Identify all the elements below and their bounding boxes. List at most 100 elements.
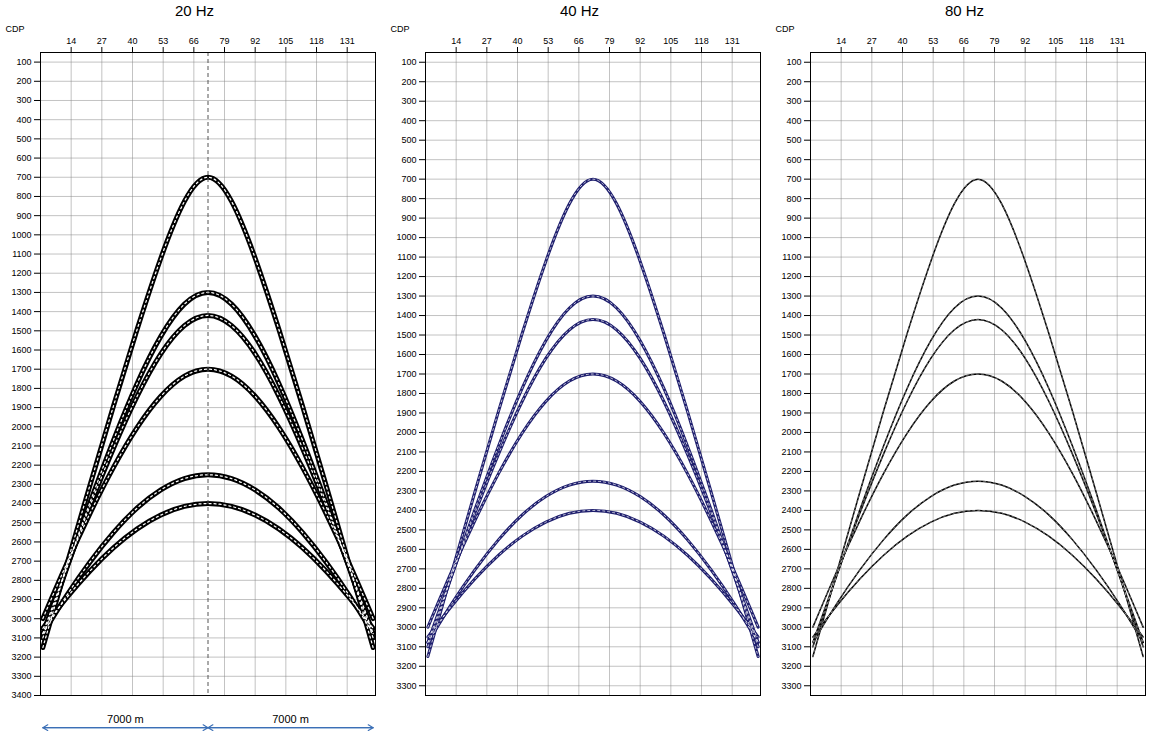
svg-text:1300: 1300 (396, 291, 416, 301)
svg-text:3300: 3300 (781, 681, 801, 691)
svg-text:3100: 3100 (11, 633, 31, 643)
svg-text:600: 600 (786, 155, 801, 165)
svg-text:2400: 2400 (396, 505, 416, 515)
svg-text:92: 92 (635, 36, 645, 46)
svg-text:2800: 2800 (396, 583, 416, 593)
svg-text:200: 200 (786, 77, 801, 87)
svg-text:3300: 3300 (11, 671, 31, 681)
svg-text:92: 92 (250, 36, 260, 46)
svg-text:1600: 1600 (781, 349, 801, 359)
svg-text:800: 800 (401, 194, 416, 204)
svg-text:53: 53 (543, 36, 553, 46)
svg-text:700: 700 (786, 174, 801, 184)
svg-text:2600: 2600 (781, 544, 801, 554)
svg-text:1100: 1100 (12, 249, 31, 259)
svg-text:2300: 2300 (781, 486, 801, 496)
svg-text:2500: 2500 (11, 518, 31, 528)
svg-text:1900: 1900 (781, 408, 801, 418)
svg-text:300: 300 (786, 96, 801, 106)
svg-text:3000: 3000 (11, 614, 31, 624)
svg-text:500: 500 (786, 135, 801, 145)
svg-text:14: 14 (836, 36, 846, 46)
svg-text:1200: 1200 (396, 271, 416, 281)
svg-text:1600: 1600 (11, 345, 31, 355)
svg-text:53: 53 (928, 36, 938, 46)
svg-text:2500: 2500 (781, 525, 801, 535)
svg-text:2000: 2000 (781, 427, 801, 437)
svg-text:100: 100 (786, 57, 801, 67)
svg-text:40: 40 (897, 36, 907, 46)
svg-text:79: 79 (605, 36, 615, 46)
svg-text:27: 27 (482, 36, 492, 46)
svg-text:2400: 2400 (781, 505, 801, 515)
svg-text:3400: 3400 (11, 690, 31, 700)
svg-text:1500: 1500 (396, 330, 416, 340)
svg-text:1000: 1000 (396, 232, 416, 242)
svg-text:200: 200 (401, 77, 416, 87)
svg-text:300: 300 (401, 96, 416, 106)
svg-text:7000 m: 7000 m (107, 713, 144, 725)
svg-text:27: 27 (867, 36, 877, 46)
svg-text:2400: 2400 (11, 498, 31, 508)
svg-text:2200: 2200 (781, 466, 801, 476)
svg-text:900: 900 (786, 213, 801, 223)
svg-text:1400: 1400 (781, 310, 801, 320)
svg-text:1600: 1600 (396, 349, 416, 359)
svg-text:2300: 2300 (11, 479, 31, 489)
svg-text:2700: 2700 (396, 564, 416, 574)
svg-text:600: 600 (16, 153, 31, 163)
svg-text:3200: 3200 (11, 652, 31, 662)
svg-text:14: 14 (451, 36, 461, 46)
svg-text:1300: 1300 (781, 291, 801, 301)
svg-text:2200: 2200 (11, 460, 31, 470)
svg-text:14: 14 (66, 36, 76, 46)
svg-text:3000: 3000 (781, 622, 801, 632)
svg-text:2800: 2800 (781, 583, 801, 593)
svg-text:118: 118 (1079, 36, 1093, 46)
svg-text:1400: 1400 (11, 306, 31, 316)
svg-text:2900: 2900 (11, 594, 31, 604)
svg-text:2300: 2300 (396, 486, 416, 496)
svg-text:3200: 3200 (781, 661, 801, 671)
svg-text:79: 79 (990, 36, 1000, 46)
svg-text:CDP: CDP (6, 24, 25, 34)
svg-text:2800: 2800 (11, 575, 31, 585)
svg-text:1700: 1700 (396, 369, 416, 379)
svg-text:900: 900 (16, 211, 31, 221)
svg-text:66: 66 (189, 36, 199, 46)
svg-text:600: 600 (401, 155, 416, 165)
svg-text:1000: 1000 (781, 232, 801, 242)
svg-text:79: 79 (220, 36, 230, 46)
svg-text:1700: 1700 (11, 364, 31, 374)
svg-text:900: 900 (401, 213, 416, 223)
svg-text:500: 500 (16, 134, 31, 144)
svg-text:118: 118 (309, 36, 323, 46)
svg-text:700: 700 (401, 174, 416, 184)
svg-text:800: 800 (786, 194, 801, 204)
svg-text:1100: 1100 (397, 252, 416, 262)
svg-text:100: 100 (401, 57, 416, 67)
svg-text:131: 131 (340, 36, 355, 46)
svg-text:1900: 1900 (11, 402, 31, 412)
svg-text:2200: 2200 (396, 466, 416, 476)
svg-text:400: 400 (786, 116, 801, 126)
svg-text:2000: 2000 (396, 427, 416, 437)
svg-text:1500: 1500 (11, 326, 31, 336)
svg-text:2600: 2600 (396, 544, 416, 554)
svg-text:40: 40 (512, 36, 522, 46)
svg-text:1400: 1400 (396, 310, 416, 320)
svg-text:53: 53 (158, 36, 168, 46)
svg-text:300: 300 (16, 95, 31, 105)
svg-text:1300: 1300 (11, 287, 31, 297)
svg-text:1000: 1000 (11, 230, 31, 240)
svg-text:92: 92 (1020, 36, 1030, 46)
svg-text:1100: 1100 (782, 252, 801, 262)
svg-text:2700: 2700 (781, 564, 801, 574)
svg-text:800: 800 (16, 191, 31, 201)
svg-text:1800: 1800 (11, 383, 31, 393)
svg-text:40: 40 (127, 36, 137, 46)
svg-text:CDP: CDP (391, 24, 410, 34)
svg-text:3300: 3300 (396, 681, 416, 691)
svg-text:27: 27 (97, 36, 107, 46)
svg-text:2100: 2100 (11, 441, 31, 451)
